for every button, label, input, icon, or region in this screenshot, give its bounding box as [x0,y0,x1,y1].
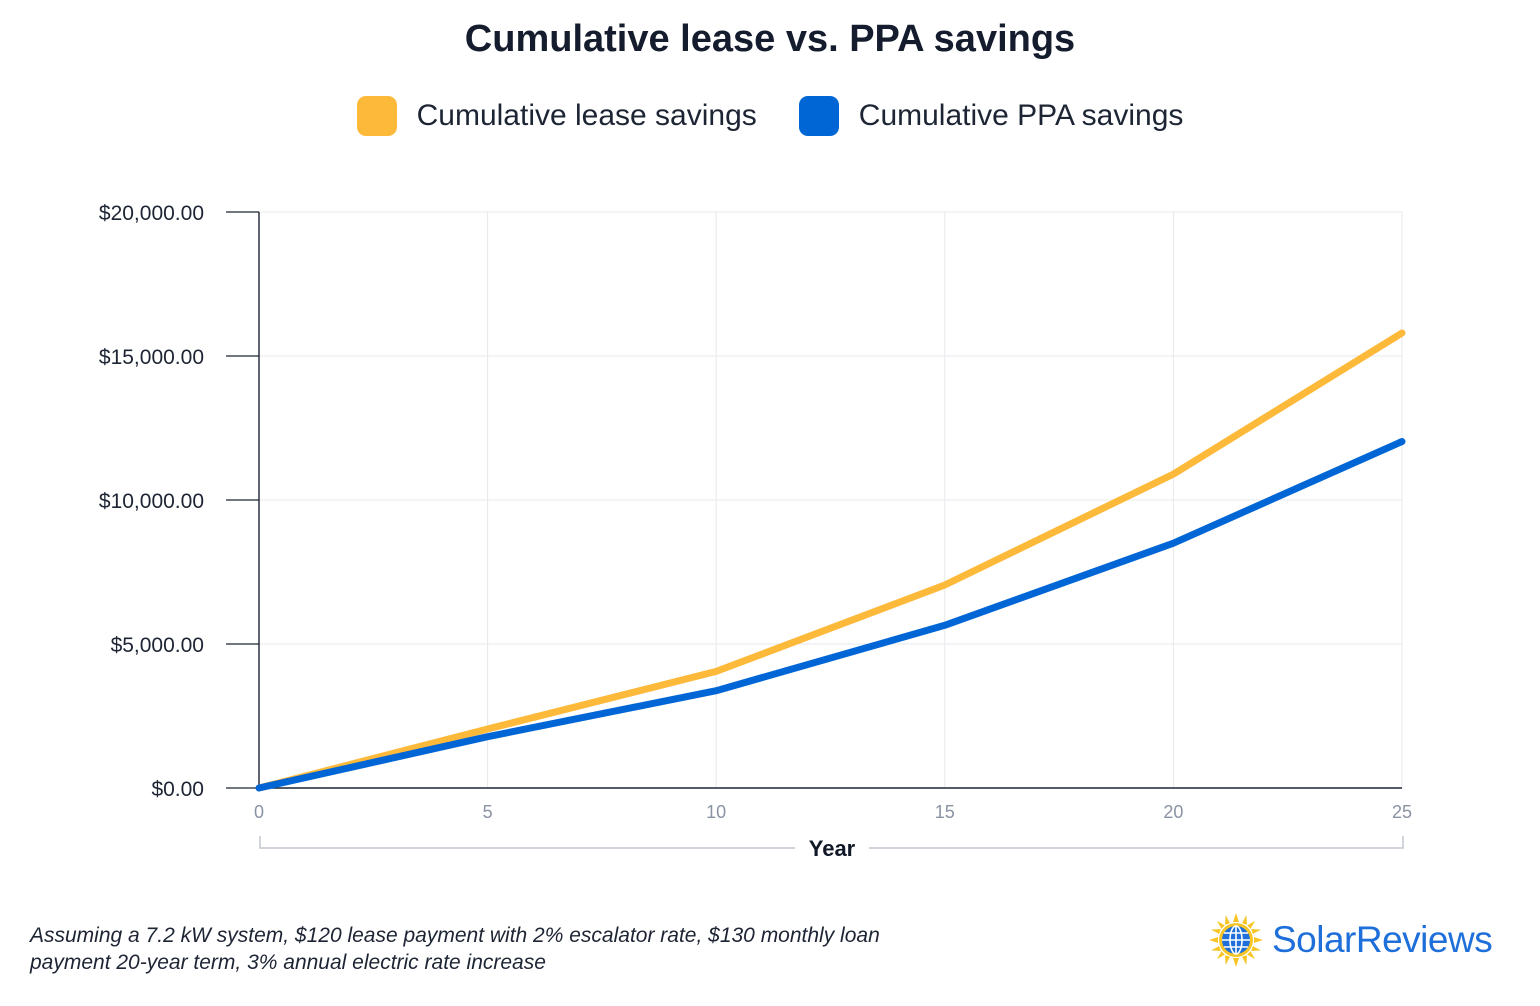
footnote: Assuming a 7.2 kW system, $120 lease pay… [30,922,990,976]
y-tick-label-0: $0.00 [151,778,204,801]
x-tick-label-0: 0 [254,802,264,822]
sun-globe-icon [1209,913,1263,967]
legend-label-lease: Cumulative lease savings [416,99,757,132]
x-tick-label-25: 25 [1392,802,1412,822]
y-tick-label-10000: $10,000.00 [99,490,204,513]
x-axis-bracket-left [259,836,795,849]
legend-swatch-lease [356,96,397,136]
x-tick-label-20: 20 [1163,802,1183,822]
x-axis-label: Year [809,836,856,861]
x-tick-label-15: 15 [935,802,955,822]
legend-item-lease: Cumulative lease savings [356,96,757,136]
solarreviews-logo: SolarReviews [1208,912,1493,968]
x-tick-label-5: 5 [483,802,493,822]
y-tick-label-5000: $5,000.00 [111,634,204,657]
x-axis-bracket-right [869,836,1404,849]
legend: Cumulative lease savings Cumulative PPA … [0,96,1540,136]
footnote-line-2: payment 20-year term, 3% annual electric… [30,951,546,974]
y-tick-label-15000: $15,000.00 [99,346,204,369]
legend-swatch-ppa [798,96,839,136]
series-line-ppa [255,438,1406,792]
legend-item-ppa: Cumulative PPA savings [798,96,1184,136]
legend-label-ppa: Cumulative PPA savings [858,99,1184,132]
footnote-line-1: Assuming a 7.2 kW system, $120 lease pay… [30,924,880,947]
logo-text: SolarReviews [1272,919,1493,960]
chart-title: Cumulative lease vs. PPA savings [464,18,1076,60]
line-chart: $0.00 $5,000.00 $10,000.00 $15,000.00 $20,00… [99,202,1412,861]
y-tick-label-20000: $20,000.00 [99,202,204,225]
x-tick-label-10: 10 [706,802,726,822]
series-line-lease [255,329,1406,792]
